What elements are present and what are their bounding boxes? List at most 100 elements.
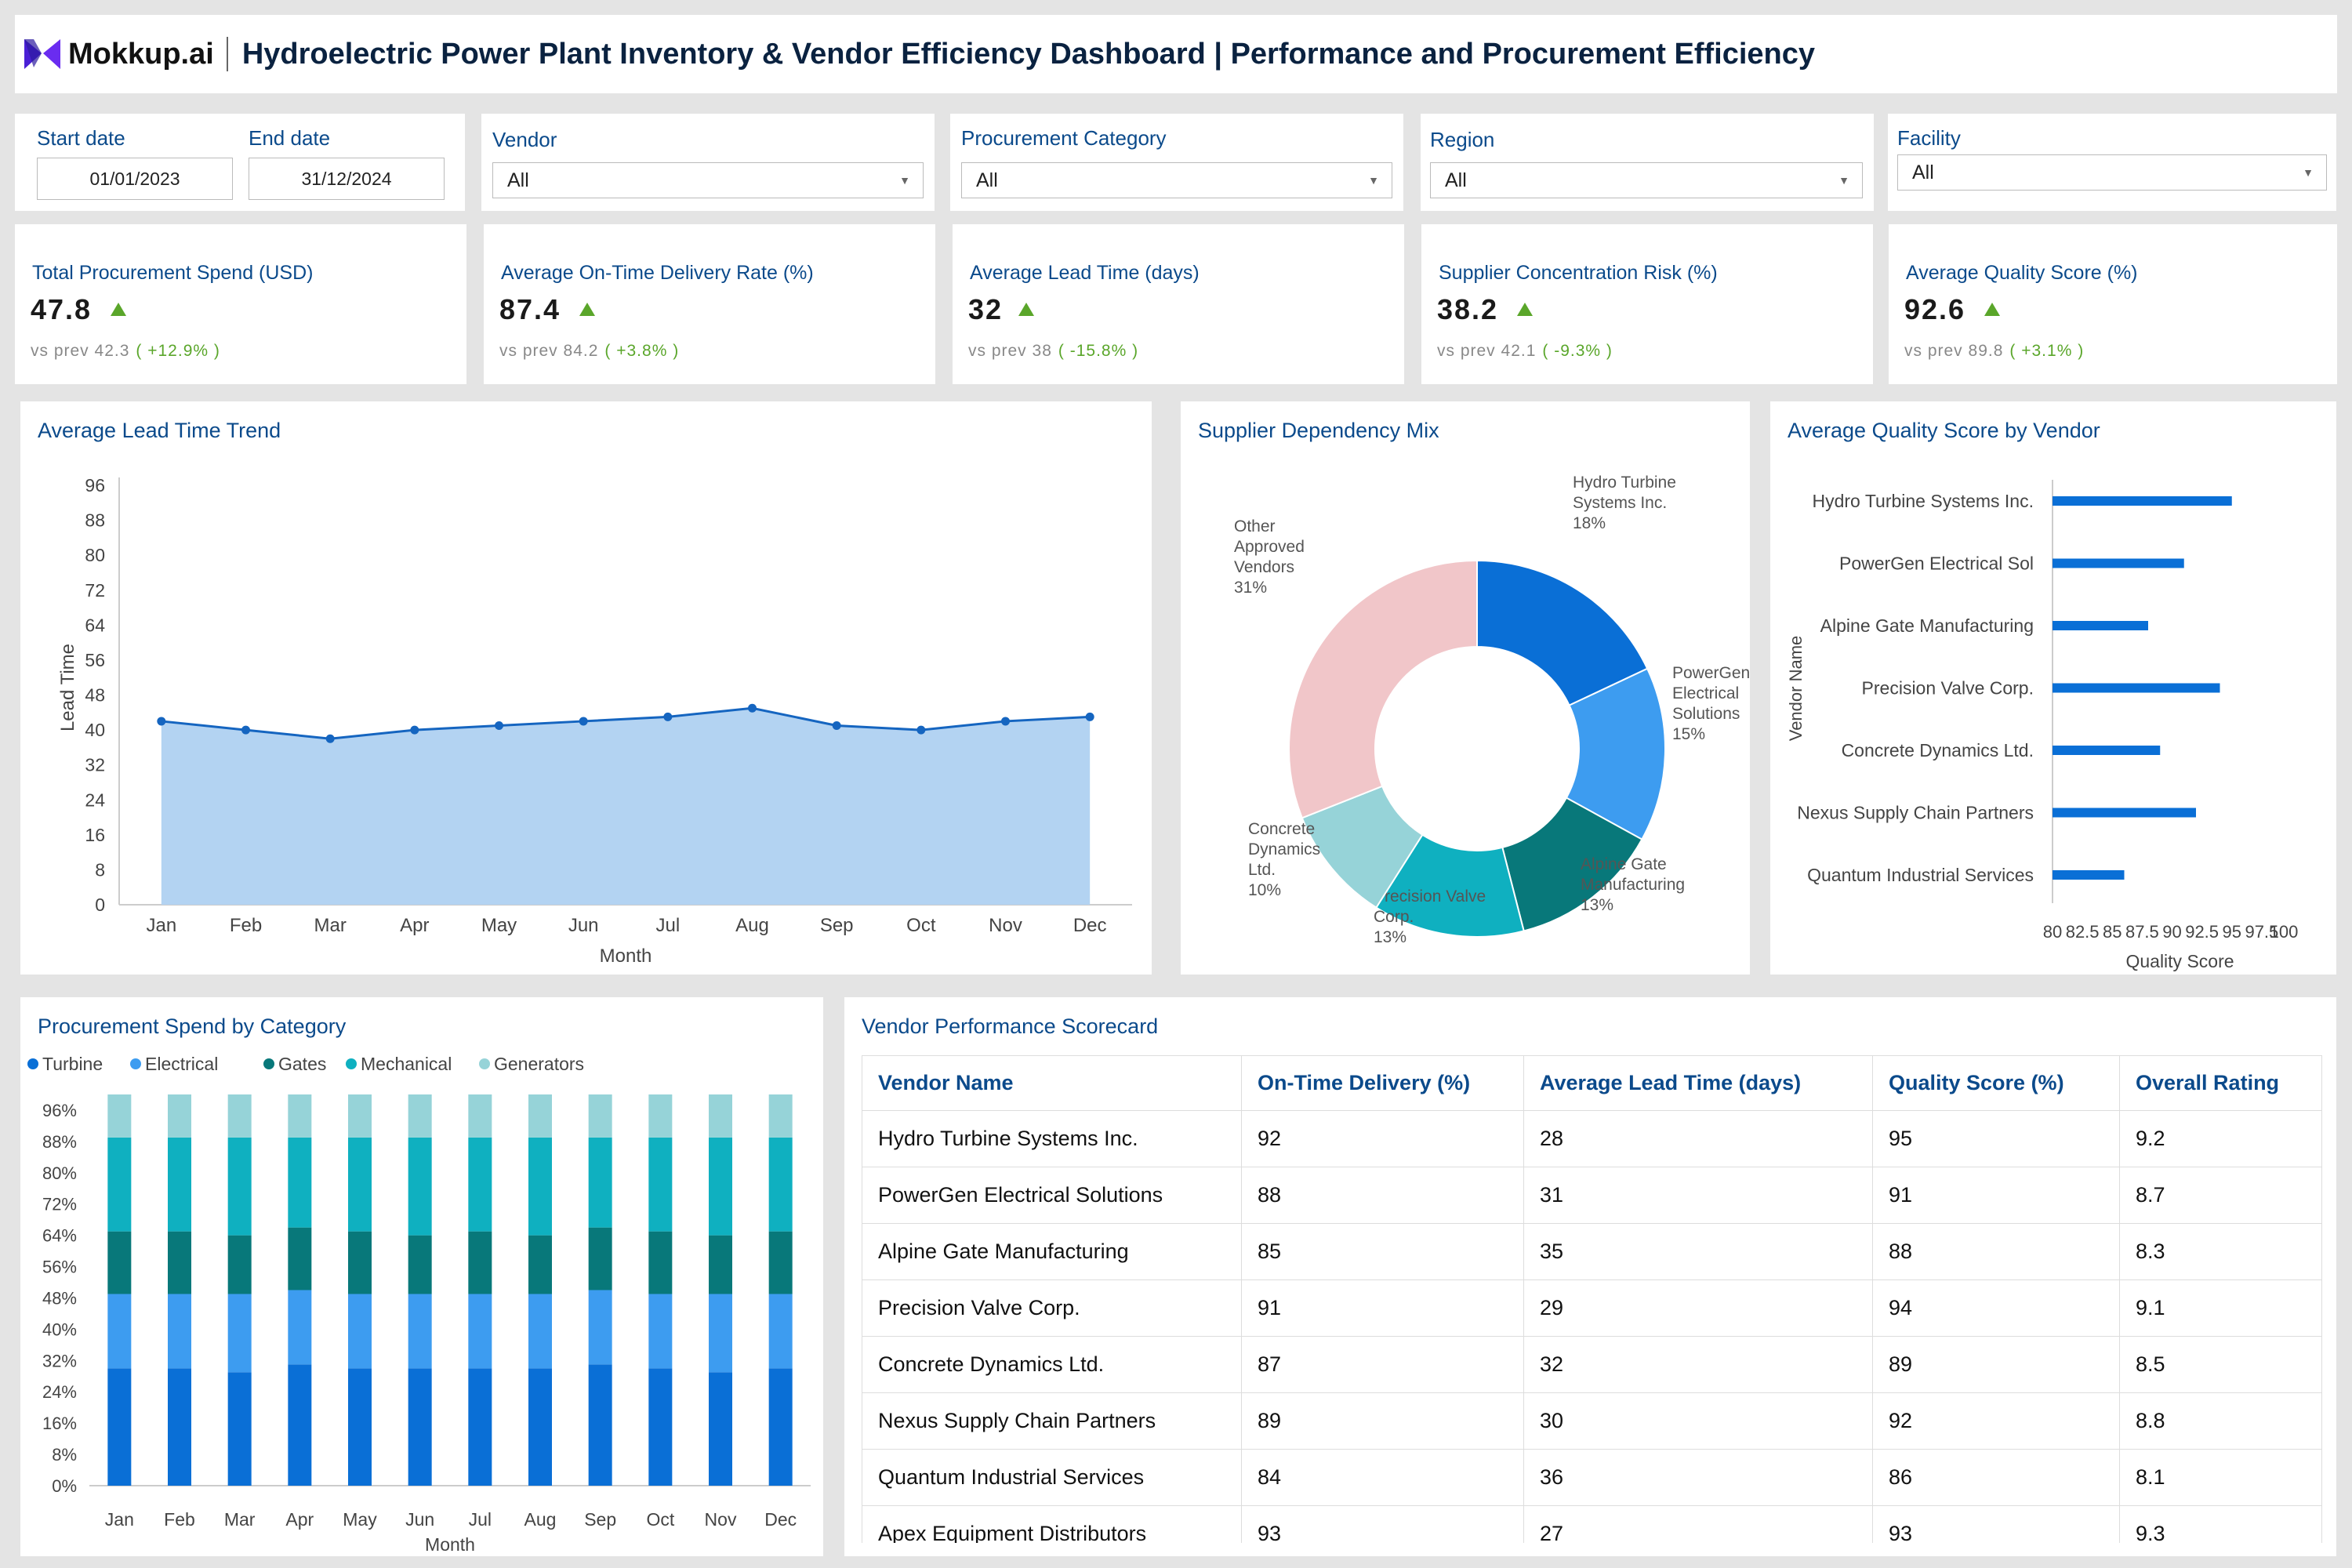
- stack-segment: [468, 1368, 492, 1486]
- stack-segment: [468, 1294, 492, 1369]
- quality-by-vendor-chart: Hydro Turbine Systems Inc. PowerGen Elect…: [1786, 480, 2299, 971]
- x-tick-label: Aug: [735, 915, 769, 936]
- table-cell: 8.3: [2119, 1223, 2322, 1280]
- y-tick-label: 56: [85, 650, 105, 670]
- table-cell: 9.2: [2119, 1110, 2322, 1167]
- kpi-comparison: vs prev 42.1 ( -9.3% ): [1437, 342, 1613, 361]
- x-tick-labels: 80 82.5 85 87.5 90 92.5 95 97.5100: [2043, 922, 2299, 942]
- y-tick-label: 16%: [42, 1414, 77, 1433]
- vendor-select[interactable]: All ▼: [492, 162, 924, 198]
- slice-label: Alpine Gate Manufacturing 13%: [1581, 855, 1685, 914]
- stack-segment: [528, 1235, 552, 1294]
- table-cell: 27: [1523, 1505, 1873, 1543]
- data-point: [748, 703, 757, 713]
- stack-segment: [648, 1368, 673, 1486]
- table-header-row: Vendor Name On-Time Delivery (%) Average…: [862, 1055, 2322, 1111]
- kpi-change: ( -15.8% ): [1058, 342, 1139, 360]
- table-cell: 32: [1523, 1336, 1873, 1393]
- table-row[interactable]: Alpine Gate Manufacturing 85 35 88 8.3: [862, 1223, 2322, 1280]
- table-cell: 9.3: [2119, 1505, 2322, 1543]
- y-tick-label: 80%: [42, 1163, 77, 1183]
- kpi-card-on-time-delivery: Average On-Time Delivery Rate (%) 87.4 v…: [484, 224, 935, 384]
- start-date-label: Start date: [37, 126, 125, 150]
- table-row[interactable]: Nexus Supply Chain Partners 89 30 92 8.8: [862, 1392, 2322, 1450]
- table-row[interactable]: Precision Valve Corp. 91 29 94 9.1: [862, 1279, 2322, 1337]
- supplier-dependency-chart: Hydro Turbine Systems Inc. 18% PowerGen Elec…: [1234, 474, 1750, 946]
- table-cell: 93: [1241, 1505, 1524, 1543]
- legend-dot: [346, 1058, 357, 1069]
- header-bar: Mokkup.ai Hydroelectric Power Plant Inve…: [15, 15, 2337, 93]
- table-cell: 29: [1523, 1279, 1873, 1337]
- x-axis-label: Quality Score: [2125, 951, 2234, 971]
- facility-select[interactable]: All ▼: [1897, 154, 2327, 191]
- kpi-comparison: vs prev 42.3 ( +12.9% ): [31, 342, 220, 361]
- facility-select-value: All: [1912, 161, 1934, 183]
- stack-segment: [168, 1094, 191, 1138]
- stack-segment: [107, 1294, 132, 1369]
- start-date-input[interactable]: 01/01/2023: [37, 158, 233, 200]
- end-date-input[interactable]: 31/12/2024: [249, 158, 445, 200]
- table-cell: 28: [1523, 1110, 1873, 1167]
- date-filter: Start date 01/01/2023 End date 31/12/202…: [15, 114, 465, 211]
- x-tick-label: Jun: [405, 1509, 434, 1530]
- slice-label: PowerGen Electrical Solutions 15%: [1672, 664, 1750, 743]
- bar: [2053, 496, 2232, 506]
- column-header[interactable]: Quality Score (%): [1872, 1055, 2120, 1111]
- table-cell: 84: [1241, 1449, 1524, 1506]
- stack-segment: [768, 1368, 793, 1486]
- table-cell: Hydro Turbine Systems Inc.: [862, 1110, 1242, 1167]
- chart-title: Supplier Dependency Mix: [1198, 419, 1439, 442]
- table-row[interactable]: Concrete Dynamics Ltd. 87 32 89 8.5: [862, 1336, 2322, 1393]
- column-header[interactable]: Average Lead Time (days): [1523, 1055, 1873, 1111]
- kpi-value: 87.4: [499, 293, 561, 325]
- y-tick-label: 8%: [52, 1445, 77, 1465]
- table-cell: 94: [1872, 1279, 2120, 1337]
- stack-segment: [408, 1294, 432, 1369]
- kpi-value: 32: [968, 293, 1004, 325]
- stack-segment: [588, 1137, 612, 1228]
- slice-label: Other Approved Vendors 31%: [1234, 517, 1305, 597]
- region-select[interactable]: All ▼: [1430, 162, 1863, 198]
- table-cell: 9.1: [2119, 1279, 2322, 1337]
- table-cell: 88: [1872, 1223, 2120, 1280]
- vendor-select-value: All: [507, 169, 529, 191]
- table-cell: Quantum Industrial Services: [862, 1449, 1242, 1506]
- y-tick-label: 0: [95, 895, 105, 915]
- stack-segment: [588, 1290, 612, 1365]
- chevron-down-icon: ▼: [899, 174, 910, 187]
- category-select[interactable]: All ▼: [961, 162, 1392, 198]
- column-header[interactable]: Vendor Name: [862, 1055, 1242, 1111]
- region-filter-label: Region: [1430, 128, 1495, 151]
- column-header[interactable]: Overall Rating: [2119, 1055, 2322, 1111]
- bar: [2053, 621, 2148, 630]
- chevron-down-icon: ▼: [2303, 166, 2314, 179]
- table-cell: 92: [1241, 1110, 1524, 1167]
- category-label: Precision Valve Corp.: [1862, 678, 2034, 699]
- table-row[interactable]: Hydro Turbine Systems Inc. 92 28 95 9.2: [862, 1110, 2322, 1167]
- kpi-label: Average Lead Time (days): [970, 262, 1200, 284]
- kpi-label: Average Quality Score (%): [1906, 262, 2138, 284]
- table-row[interactable]: Quantum Industrial Services 84 36 86 8.1: [862, 1449, 2322, 1506]
- y-tick-label: 88%: [42, 1132, 77, 1152]
- table-cell: 8.8: [2119, 1392, 2322, 1450]
- stack-segment: [709, 1372, 732, 1486]
- kpi-change: ( +12.9% ): [136, 342, 220, 360]
- scorecard-table-wrap[interactable]: Vendor Name On-Time Delivery (%) Average…: [862, 1055, 2322, 1543]
- facility-filter: Facility All ▼: [1888, 114, 2336, 211]
- x-tick-label: Jan: [105, 1509, 134, 1530]
- stack-segment: [709, 1137, 732, 1236]
- stack-segment: [348, 1294, 372, 1369]
- y-tick-label: 24: [85, 789, 105, 810]
- column-header[interactable]: On-Time Delivery (%): [1241, 1055, 1524, 1111]
- y-tick-label: 40%: [42, 1319, 77, 1339]
- x-tick-label: Apr: [285, 1509, 314, 1530]
- table-row[interactable]: Apex Equipment Distributors 93 27 93 9.3: [862, 1505, 2322, 1543]
- quality-by-vendor-card: Average Quality Score by Vendor Hydro Tu…: [1770, 401, 2336, 975]
- table-row[interactable]: PowerGen Electrical Solutions 88 31 91 8.7: [862, 1167, 2322, 1224]
- category-label: Nexus Supply Chain Partners: [1797, 803, 2034, 823]
- series-line: [161, 706, 1091, 740]
- x-tick-label: Dec: [764, 1509, 797, 1530]
- stack-segment: [648, 1294, 673, 1369]
- x-tick-label: Oct: [646, 1509, 674, 1530]
- vendor-scorecard-card: Vendor Performance Scorecard Vendor Name…: [844, 997, 2336, 1556]
